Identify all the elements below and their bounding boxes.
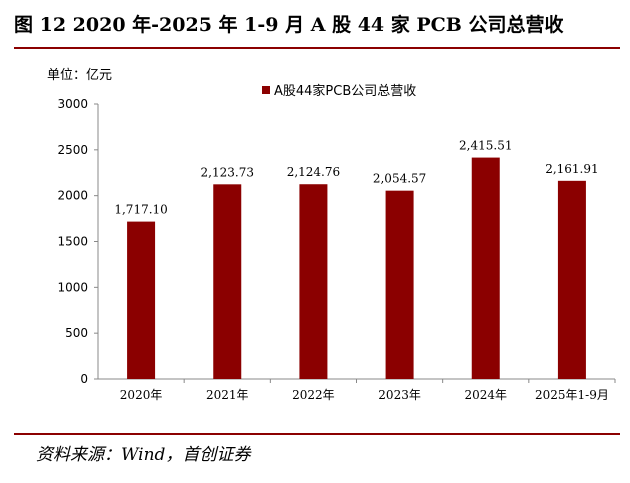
y-tick-label: 500	[65, 326, 88, 340]
figure-title: 图 12 2020 年-2025 年 1-9 月 A 股 44 家 PCB 公司…	[14, 14, 564, 36]
bar-value-label: 2,124.76	[287, 165, 340, 179]
y-tick-label: 1000	[57, 280, 88, 294]
bar	[385, 190, 414, 379]
bar	[213, 184, 242, 379]
y-tick-label: 3000	[57, 97, 88, 111]
bar-value-label: 2,161.91	[545, 162, 598, 176]
x-tick-label: 2023年	[378, 388, 421, 402]
y-tick-label: 2000	[57, 189, 88, 203]
bar-value-label: 2,415.51	[459, 139, 512, 153]
bar	[471, 157, 500, 379]
bar	[127, 221, 156, 379]
unit-label: 单位：亿元	[47, 68, 113, 83]
labels: 1,717.10 2020年 2,123.73 2021年 2,124.76 2022年 2…	[114, 139, 608, 402]
bar	[557, 180, 586, 379]
bar-value-label: 1,717.10	[114, 203, 167, 217]
legend-swatch	[262, 85, 270, 94]
bar-value-label: 2,054.57	[373, 172, 426, 186]
bar	[299, 184, 328, 379]
x-tick-label: 2020年	[120, 388, 163, 402]
x-tick-label: 2022年	[292, 388, 335, 402]
x-tick-label: 2021年	[206, 388, 249, 402]
title-rule	[14, 47, 620, 49]
x-tick-label: 2025年1-9月	[535, 388, 609, 402]
y-tick-label: 2500	[57, 143, 88, 157]
legend: A股44家PCB公司总营收	[262, 80, 416, 99]
source-note: 资料来源：Wind，首创证券	[36, 445, 251, 465]
legend-label: A股44家PCB公司总营收	[274, 84, 417, 99]
y-tick-label: 1500	[57, 235, 88, 249]
bars	[127, 157, 586, 379]
axes: 0 500 1000 1500 2000 2500 3000	[57, 97, 616, 386]
bar-value-label: 2,123.73	[201, 165, 254, 179]
source-rule	[14, 433, 620, 435]
y-tick-label: 0	[80, 372, 88, 386]
x-tick-label: 2024年	[464, 388, 507, 402]
